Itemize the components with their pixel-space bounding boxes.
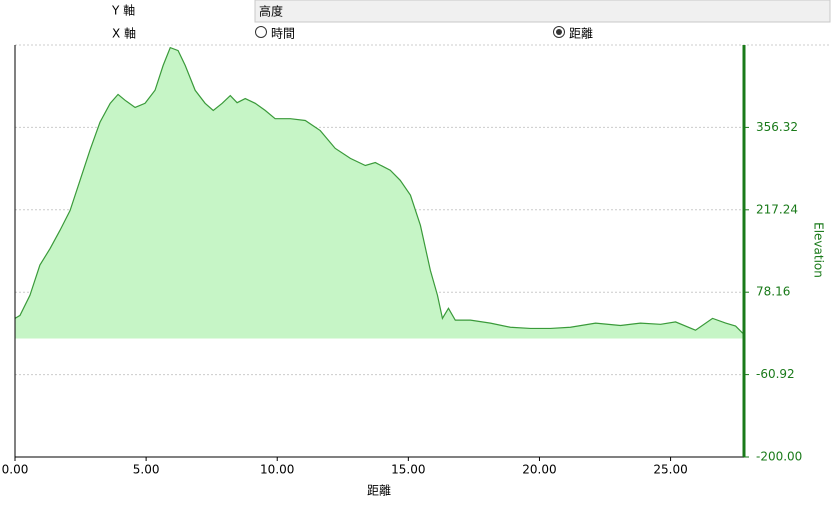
- y-tick-label: -200.00: [756, 450, 802, 464]
- x-tick-label: 20.00: [522, 463, 556, 477]
- radio-button[interactable]: [255, 26, 267, 38]
- y-axis-value: 高度: [259, 4, 283, 19]
- x-axis-options: 時間 距離: [255, 26, 593, 41]
- x-tick-label: 5.00: [133, 463, 160, 477]
- x-tick-label: 25.00: [653, 463, 687, 477]
- x-tick-label: 0.00: [2, 463, 29, 477]
- area-line: [14, 46, 744, 334]
- area-fill: [15, 47, 743, 339]
- x-tick-label: 10.00: [260, 463, 294, 477]
- y-axis-dropdown[interactable]: [254, 0, 831, 23]
- x-axis-label: X 軸: [112, 27, 136, 41]
- y-axis-label: Y 軸: [111, 4, 135, 18]
- y-tick-label: -60.92: [756, 367, 795, 381]
- plot: [14, 46, 749, 461]
- y-tick-label: 217.24: [756, 202, 798, 216]
- y-axis-title: Elevation: [812, 222, 826, 278]
- radio-label: 時間: [271, 27, 295, 41]
- x-axis-title: 距離: [367, 484, 391, 498]
- radio-label: 距離: [569, 27, 593, 41]
- radio-dot: [556, 29, 562, 35]
- y-tick-label: 78.16: [756, 285, 790, 299]
- y-tick-label: 356.32: [756, 120, 798, 134]
- x-tick-label: 15.00: [391, 463, 425, 477]
